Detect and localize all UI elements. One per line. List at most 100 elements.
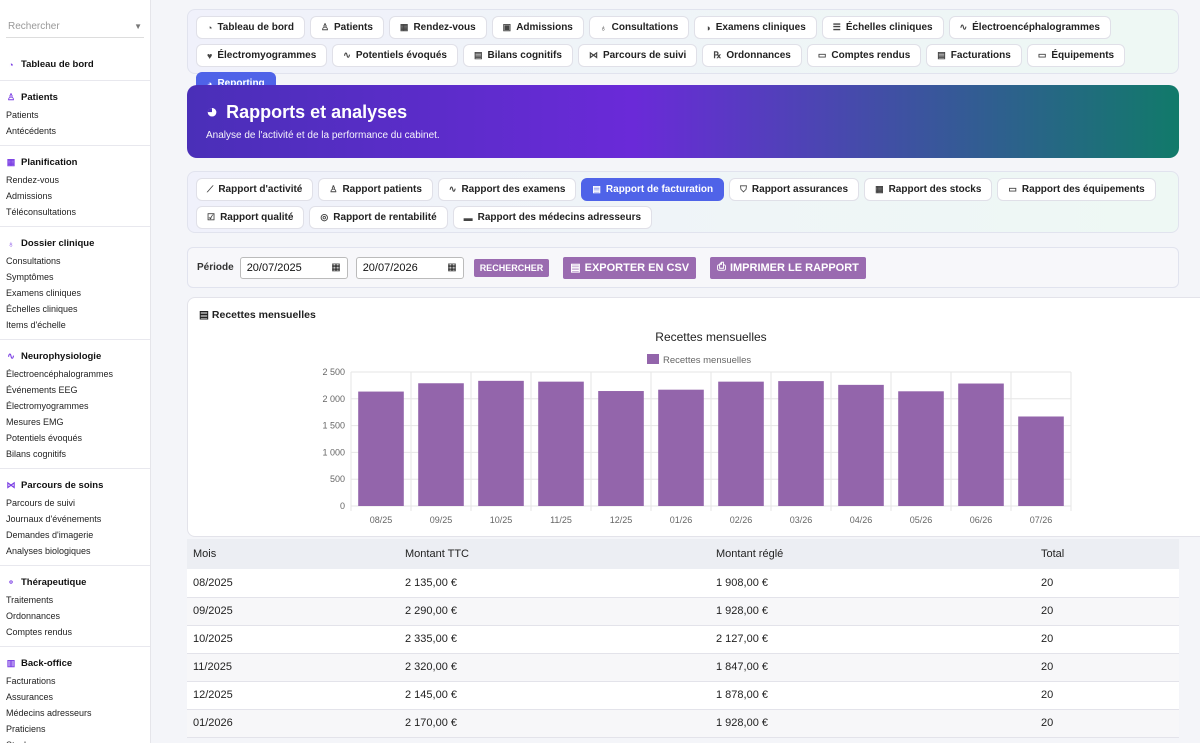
monitor-icon: ▭ xyxy=(1008,184,1017,194)
sidebar-item-label: Tableau de bord xyxy=(21,59,94,70)
calendar-icon[interactable]: ▦ xyxy=(447,262,457,273)
wave-icon: ∿ xyxy=(959,22,968,32)
table-cell: 08/2025 xyxy=(187,569,399,598)
search-button[interactable]: RECHERCHER xyxy=(473,258,550,277)
report-tab-8[interactable]: ◎ Rapport de rentabilité xyxy=(309,206,448,229)
nav-tab-8[interactable]: ♥ Électromyogrammes xyxy=(196,44,328,67)
sidebar-item[interactable]: Praticiens xyxy=(6,724,46,734)
search-input[interactable]: Rechercher ▼ xyxy=(6,16,144,38)
x-tick-label: 11/25 xyxy=(550,515,572,525)
date-to-input[interactable]: 20/07/2026 ▦ xyxy=(355,256,464,279)
sidebar-item[interactable]: Analyses biologiques xyxy=(6,546,91,556)
nav-tab-9[interactable]: ∿ Potentiels évoqués xyxy=(332,44,458,67)
sidebar-item[interactable]: Échelles cliniques xyxy=(6,304,78,314)
sidebar-group-dashboard: ◔ Tableau de bord xyxy=(0,48,150,81)
sidebar-item[interactable]: Événements EEG xyxy=(6,385,78,395)
table-cell: 2 127,00 € xyxy=(710,625,1035,654)
x-tick-label: 06/26 xyxy=(970,515,993,525)
sidebar-group-header[interactable]: ▥ Back-office xyxy=(0,652,150,673)
table-row: 10/2025 2 335,00 €2 127,00 €20 xyxy=(187,625,1179,654)
sidebar-item[interactable]: Facturations xyxy=(6,676,56,686)
report-tab-7[interactable]: ☑ Rapport qualité xyxy=(196,206,305,229)
nav-tab-label: Électroencéphalogrammes xyxy=(972,22,1100,33)
revenue-table: Mois Montant TTC Montant réglé Total 08/… xyxy=(187,539,1179,738)
chart-bar xyxy=(538,381,584,506)
sidebar-item[interactable]: Stocks xyxy=(0,737,150,743)
x-tick-label: 09/25 xyxy=(430,515,453,525)
sidebar-group-header[interactable]: ♙ Patients xyxy=(0,86,150,107)
nav-tab-11[interactable]: ⋈ Parcours de suivi xyxy=(577,44,698,67)
sidebar-item[interactable]: Rendez-vous xyxy=(6,175,60,185)
sidebar-group-header[interactable]: ▦ Planification xyxy=(0,151,150,172)
page-banner: ◕ Rapports et analyses Analyse de l'acti… xyxy=(187,85,1179,158)
sidebar-group-header[interactable]: ∿ Neurophysiologie xyxy=(0,345,150,366)
sidebar-item[interactable]: Médecins adresseurs xyxy=(6,708,92,718)
table-row: 12/2025 2 145,00 €1 878,00 €20 xyxy=(187,681,1179,710)
nav-tab-7[interactable]: ∿ Électroencéphalogrammes xyxy=(948,16,1111,39)
nav-tab-1[interactable]: ♙ Patients xyxy=(309,16,384,39)
nav-tab-2[interactable]: ▦ Rendez-vous xyxy=(388,16,487,39)
person-icon: ♙ xyxy=(329,184,338,194)
calendar-icon[interactable]: ▦ xyxy=(331,262,341,273)
report-tabs: ⟋ Rapport d'activité ♙ Rapport patients ∿ Rap… xyxy=(187,171,1179,233)
sidebar-item[interactable]: Ordonnances xyxy=(6,611,61,621)
sidebar-item[interactable]: Comptes rendus xyxy=(6,627,73,637)
nav-tab-label: Électromyogrammes xyxy=(217,50,317,61)
sidebar-item[interactable]: Parcours de suivi xyxy=(6,498,76,508)
chart-bar xyxy=(418,383,464,506)
report-tab-9[interactable]: ▬ Rapport des médecins adresseurs xyxy=(452,206,653,229)
report-tab-1[interactable]: ♙ Rapport patients xyxy=(318,178,433,201)
pie-chart-icon: ◕ xyxy=(206,101,219,123)
sidebar-item-dashboard[interactable]: ◔ Tableau de bord xyxy=(0,53,150,74)
nav-tab-label: Comptes rendus xyxy=(831,50,911,61)
sidebar-item[interactable]: Journaux d'événements xyxy=(6,514,102,524)
sidebar-group-header[interactable]: ♁ Dossier clinique xyxy=(0,232,150,253)
report-tab-5[interactable]: ▦ Rapport des stocks xyxy=(864,178,993,201)
sidebar-item[interactable]: Patients xyxy=(6,110,39,120)
report-tab-4[interactable]: ⛉ Rapport assurances xyxy=(729,178,860,201)
list-icon: ☰ xyxy=(832,22,841,32)
export-csv-button[interactable]: ▤ EXPORTER EN CSV xyxy=(563,256,697,279)
table-cell: 1 878,00 € xyxy=(710,681,1035,710)
sidebar-item[interactable]: Traitements xyxy=(6,595,54,605)
sidebar-item[interactable]: Demandes d'imagerie xyxy=(6,530,94,540)
sidebar-item[interactable]: Items d'échelle xyxy=(6,320,66,330)
date-from-input[interactable]: 20/07/2025 ▦ xyxy=(239,256,348,279)
report-tab-0[interactable]: ⟋ Rapport d'activité xyxy=(196,178,314,201)
prescription-icon: ℞ xyxy=(713,50,722,60)
print-report-button[interactable]: ⎙ IMPRIMER LE RAPPORT xyxy=(710,256,866,279)
sidebar-item[interactable]: Mesures EMG xyxy=(6,417,64,427)
sidebar-item[interactable]: Téléconsultations xyxy=(6,207,77,217)
nav-tab-13[interactable]: ▭ Comptes rendus xyxy=(806,44,922,67)
nav-tab-6[interactable]: ☰ Échelles cliniques xyxy=(821,16,944,39)
nav-tab-4[interactable]: ♁ Consultations xyxy=(588,16,690,39)
sidebar-item[interactable]: Assurances xyxy=(6,692,54,702)
report-tab-6[interactable]: ▭ Rapport des équipements xyxy=(997,178,1156,201)
sidebar-item[interactable]: Symptômes xyxy=(6,272,54,282)
calendar-icon: ▦ xyxy=(399,22,409,32)
sidebar-item[interactable]: Bilans cognitifs xyxy=(6,449,67,459)
nav-tab-3[interactable]: ▣ Admissions xyxy=(491,16,584,39)
nav-tab-5[interactable]: ◑ Examens cliniques xyxy=(694,16,817,39)
sidebar-group-header[interactable]: ⚬ Thérapeutique xyxy=(0,571,150,592)
sidebar-item[interactable]: Électroencéphalogrammes xyxy=(6,369,114,379)
report-tab-3[interactable]: ▤ Rapport de facturation xyxy=(581,178,725,201)
sidebar-group-header[interactable]: ⋈ Parcours de soins xyxy=(0,474,150,495)
report-tab-2[interactable]: ∿ Rapport des examens xyxy=(437,178,577,201)
sidebar-item[interactable]: Électromyogrammes xyxy=(6,401,89,411)
report-tab-label: Rapport des examens xyxy=(461,184,566,195)
nav-tab-12[interactable]: ℞ Ordonnances xyxy=(702,44,802,67)
sidebar-item[interactable]: Potentiels évoqués xyxy=(6,433,83,443)
nav-tab-10[interactable]: ▤ Bilans cognitifs xyxy=(462,44,573,67)
sidebar-item[interactable]: Examens cliniques xyxy=(6,288,82,298)
nav-tab-15[interactable]: ▭ Équipements xyxy=(1026,44,1126,67)
sidebar-item[interactable]: Admissions xyxy=(6,191,53,201)
chevron-down-icon[interactable]: ▼ xyxy=(134,22,142,31)
sidebar-group: ▥ Back-office Facturations Assurances Médeci… xyxy=(0,647,150,743)
nav-tab-14[interactable]: ▤ Facturations xyxy=(926,44,1022,67)
sidebar-item[interactable]: Antécédents xyxy=(6,126,57,136)
nav-tab-0[interactable]: ◔ Tableau de bord xyxy=(196,16,305,39)
sidebar-item[interactable]: Consultations xyxy=(6,256,61,266)
chart-bar xyxy=(658,389,704,506)
